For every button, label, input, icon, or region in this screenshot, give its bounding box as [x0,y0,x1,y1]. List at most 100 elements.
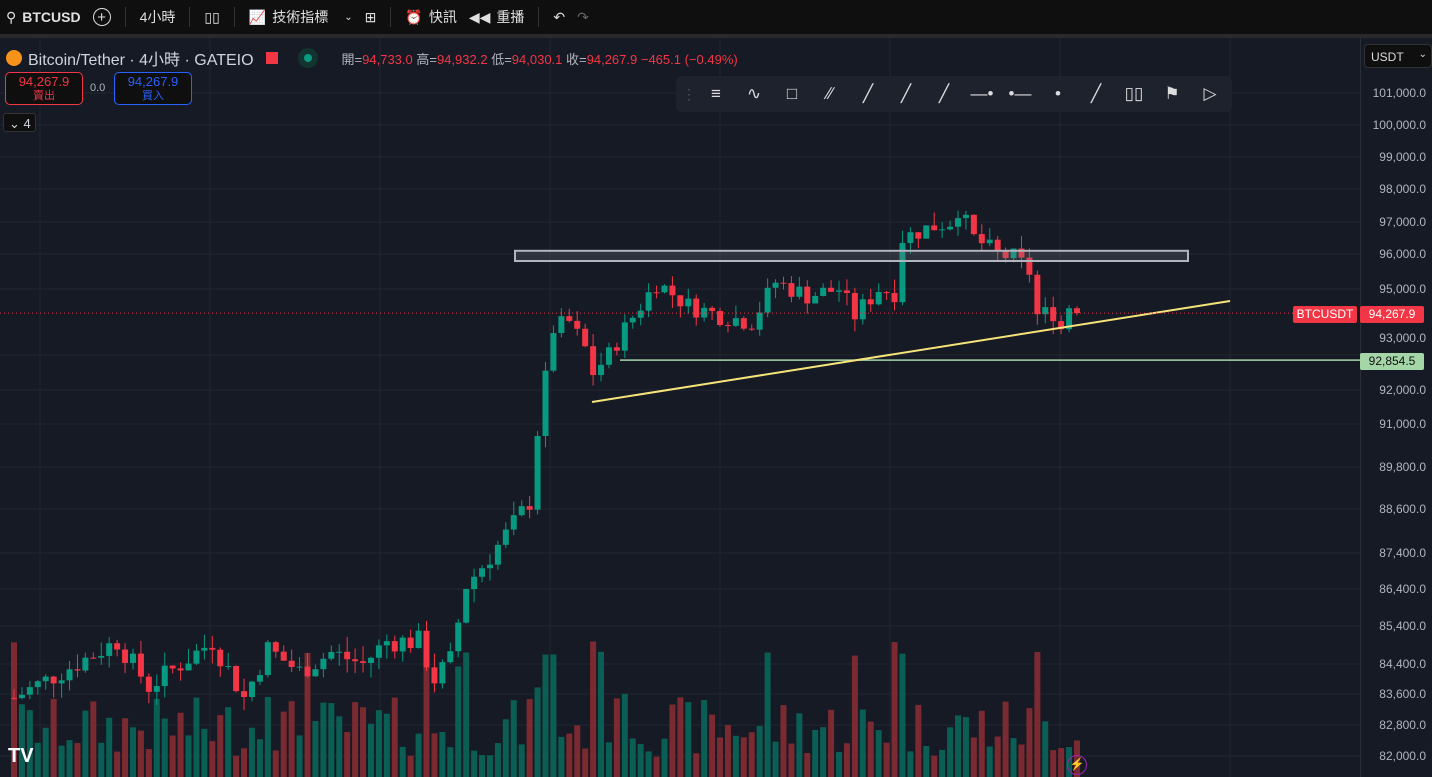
candle[interactable] [915,232,922,239]
candle[interactable] [590,346,597,376]
candle[interactable] [82,657,89,671]
candle[interactable] [391,641,398,652]
currency-select[interactable]: USDT ⌄ [1364,44,1432,68]
candle[interactable] [58,680,65,684]
candle[interactable] [423,630,430,668]
candle[interactable] [613,347,620,351]
candle[interactable] [280,651,287,661]
replay-button[interactable]: ◀◀ 重播 [468,8,525,26]
candle[interactable] [479,568,486,577]
candle[interactable] [18,694,25,699]
candle[interactable] [550,333,557,371]
candle[interactable] [471,576,478,590]
candle[interactable] [177,668,184,671]
candle[interactable] [542,370,549,436]
candle[interactable] [241,691,248,698]
candle[interactable] [931,225,938,231]
candle[interactable] [653,292,660,294]
candle[interactable] [431,667,438,684]
candle[interactable] [645,292,652,311]
symbol-search[interactable]: ⚲ BTCUSD [6,8,81,26]
candle[interactable] [1042,307,1049,315]
candle[interactable] [74,669,81,671]
candle[interactable] [748,328,755,330]
candle[interactable] [114,643,121,650]
chart-type-button[interactable]: ▯▯ [198,9,225,26]
ray-tool[interactable]: ╱ [888,79,924,109]
flag-icon[interactable] [265,52,278,64]
candle[interactable] [923,225,930,239]
long-position-tool[interactable]: ▯▯ [1116,79,1152,109]
candle[interactable] [304,666,311,677]
lightning-icon[interactable]: ⚡ [1067,755,1087,775]
candle[interactable] [486,564,493,569]
candle[interactable] [962,214,969,219]
candle[interactable] [328,651,335,659]
candle[interactable] [153,686,160,692]
candle[interactable] [169,665,176,669]
candle[interactable] [582,328,589,347]
candle[interactable] [129,653,136,663]
horizontal-ray-tool[interactable]: —• [964,79,1000,109]
candle[interactable] [98,655,105,658]
candle[interactable] [510,515,517,530]
candle[interactable] [1058,321,1065,330]
candle[interactable] [867,299,874,305]
candle[interactable] [558,316,565,334]
candle[interactable] [360,661,367,663]
candle[interactable] [629,317,636,323]
candle[interactable] [26,687,33,695]
candle[interactable] [217,649,224,667]
candle[interactable] [137,653,144,677]
extended-line-tool[interactable]: ╱ [926,79,962,109]
candle[interactable] [383,641,390,646]
candle[interactable] [939,229,946,231]
candle[interactable] [740,318,747,329]
candle[interactable] [693,298,700,318]
candle[interactable] [42,676,49,682]
candle[interactable] [106,643,113,656]
candle[interactable] [851,292,858,320]
resistance-zone-rectangle[interactable] [514,249,1189,263]
candle[interactable] [994,239,1001,251]
symbol-title[interactable]: Bitcoin/Tether · 4小時 · GATEIO [28,52,254,69]
interval-button[interactable]: 4小時 [139,9,176,25]
candle[interactable] [598,364,605,376]
candle[interactable] [709,307,716,312]
candle[interactable] [804,286,811,304]
candle[interactable] [891,293,898,303]
candle[interactable] [1050,307,1057,322]
candle[interactable] [1034,274,1041,315]
redo-button[interactable]: ↷ [571,9,595,26]
candle[interactable] [780,282,787,284]
candle[interactable] [201,647,208,651]
candle[interactable] [90,657,97,659]
candle[interactable] [978,234,985,244]
candle[interactable] [367,657,374,663]
candle[interactable] [248,681,255,698]
candle[interactable] [502,529,509,545]
trend-line[interactable] [591,300,1231,403]
candle[interactable] [772,282,779,288]
horizontal-lines-tool[interactable]: ≡ [698,79,734,109]
price-axis[interactable]: USDT ⌄ 101,000.0 100,000.0 99,000.0 98,000.0… [1360,38,1432,777]
compare-button[interactable]: + [87,8,117,26]
candle[interactable] [145,676,152,692]
candle[interactable] [415,630,422,649]
price-chart[interactable] [0,38,1360,777]
candle[interactable] [233,666,240,692]
candle[interactable] [264,642,271,676]
candle[interactable] [11,697,17,699]
sell-button[interactable]: 94,267.9 賣出 [5,72,83,105]
candle[interactable] [455,622,462,652]
candle[interactable] [256,675,263,682]
candle[interactable] [859,299,866,320]
candle[interactable] [677,295,684,307]
parallel-channel-tool[interactable]: ∕∕ [812,79,848,109]
candle[interactable] [399,637,406,652]
candle[interactable] [843,290,850,293]
candle[interactable] [566,316,573,321]
candle[interactable] [986,239,993,244]
candle[interactable] [1066,308,1073,330]
candle[interactable] [439,662,446,684]
